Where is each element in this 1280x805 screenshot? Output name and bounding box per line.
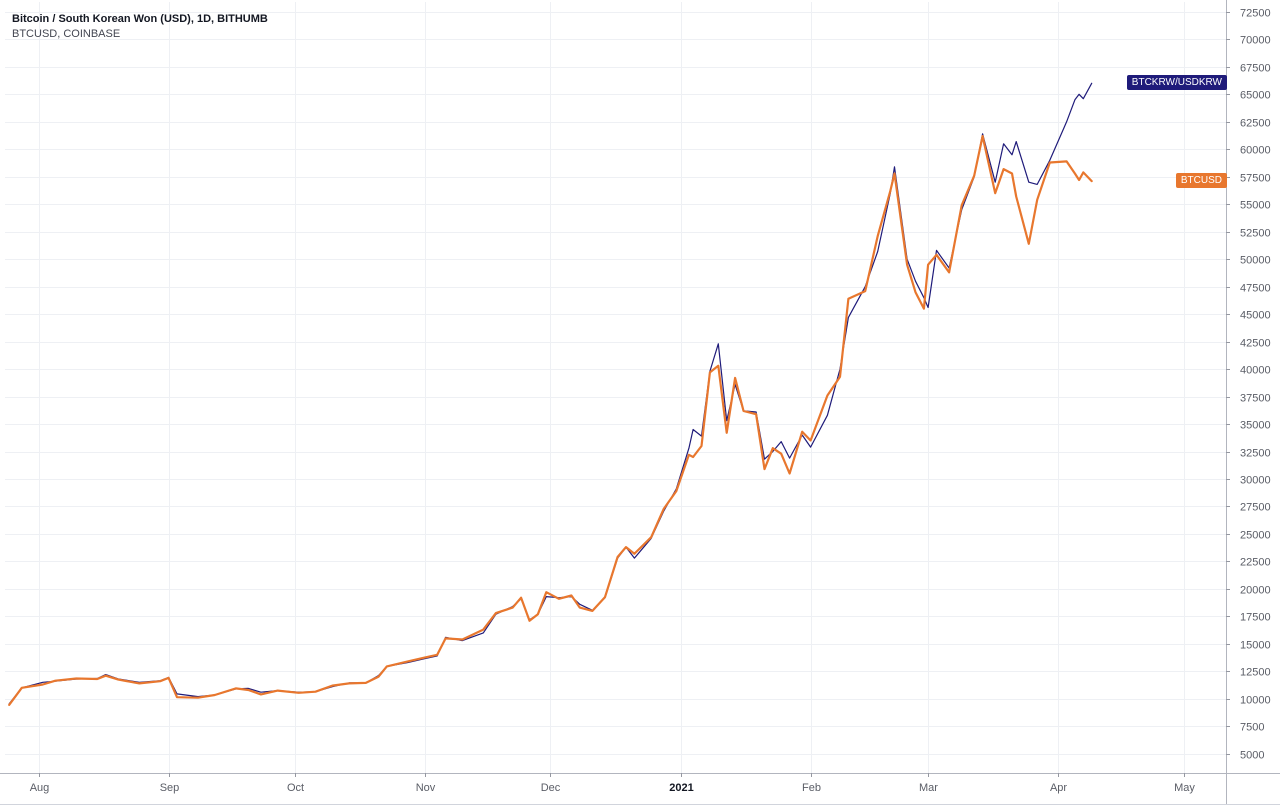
y-tick-label: 17500 — [1240, 612, 1271, 624]
y-tick-label: 47500 — [1240, 283, 1271, 295]
series-lines — [8, 82, 1093, 706]
x-tick-label: Mar — [919, 782, 938, 794]
y-tick-label: 25000 — [1240, 530, 1271, 542]
y-tick-label: 15000 — [1240, 640, 1271, 652]
x-tick-label: Apr — [1050, 782, 1067, 794]
y-tick-label: 27500 — [1240, 502, 1271, 514]
y-axis-ticks: 5000 7500 10000 12500 15000 17500 20000 22500 25… — [1226, 8, 1271, 762]
btcusd-last-price-tag: BTCUSD — [1175, 173, 1227, 188]
y-tick-label: 45000 — [1240, 310, 1271, 322]
chart-legend: Bitcoin / South Korean Won (USD), 1D, BI… — [12, 12, 268, 42]
y-tick-label: 40000 — [1240, 365, 1271, 377]
main-symbol-label[interactable]: Bitcoin / South Korean Won (USD), 1D, BI… — [12, 13, 268, 25]
y-tick-label: 7500 — [1240, 722, 1264, 734]
x-tick-label: May — [1174, 782, 1195, 794]
compare-symbol-label[interactable]: BTCUSD, COINBASE — [12, 28, 121, 40]
y-tick-label: 42500 — [1240, 338, 1271, 350]
y-tick-label: 50000 — [1240, 255, 1271, 267]
y-tick-label: 57500 — [1240, 173, 1271, 185]
btckrw-last-price-tag: BTCKRW/USDKRW — [1126, 75, 1227, 90]
y-tick-label: 52500 — [1240, 228, 1271, 240]
y-tick-label: 65000 — [1240, 90, 1271, 102]
y-tick-label: 62500 — [1240, 118, 1271, 130]
x-tick-label: Sep — [160, 782, 180, 794]
y-tick-label: 60000 — [1240, 145, 1271, 157]
x-tick-label: Aug — [30, 782, 50, 794]
y-tick-label: 22500 — [1240, 557, 1271, 569]
x-tick-label: 2021 — [669, 782, 693, 794]
y-tick-label: 37500 — [1240, 393, 1271, 405]
y-tick-label: 30000 — [1240, 475, 1271, 487]
y-tick-label: 55000 — [1240, 200, 1271, 212]
y-tick-label: 70000 — [1240, 35, 1271, 47]
y-tick-label: 67500 — [1240, 63, 1271, 75]
x-tick-label: Nov — [416, 782, 436, 794]
y-tick-label: 72500 — [1240, 8, 1271, 20]
x-tick-label: Feb — [802, 782, 821, 794]
y-tick-label: 12500 — [1240, 667, 1271, 679]
y-tick-label: 20000 — [1240, 585, 1271, 597]
x-tick-label: Dec — [541, 782, 561, 794]
y-tick-label: 10000 — [1240, 695, 1271, 707]
y-tick-label: 5000 — [1240, 750, 1264, 762]
y-tick-label: 32500 — [1240, 448, 1271, 460]
btcusd-line — [8, 135, 1093, 706]
x-tick-label: Oct — [287, 782, 304, 794]
y-tick-label: 35000 — [1240, 420, 1271, 432]
x-axis-ticks: Aug Sep Oct Nov Dec 2021 Feb Mar Apr May — [30, 773, 1195, 794]
grid-lines — [5, 2, 1226, 773]
